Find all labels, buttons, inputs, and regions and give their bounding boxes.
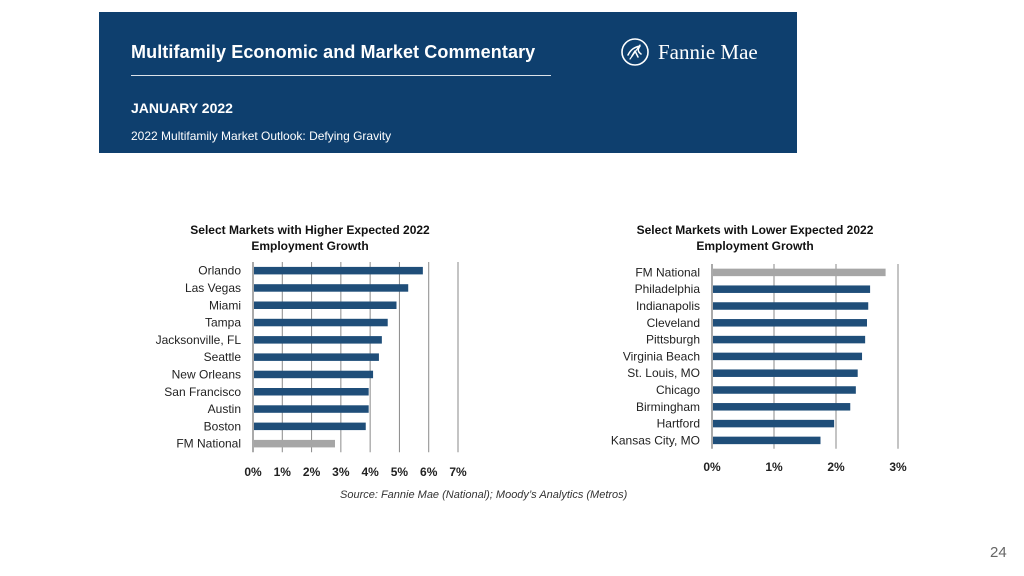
right-chart-title-line1: Select Markets with Lower Expected 2022 — [636, 223, 874, 237]
left-category-label: FM National — [176, 437, 241, 451]
left-bar — [254, 318, 388, 327]
left-bar — [254, 370, 374, 379]
right-category-label: Cleveland — [647, 316, 700, 330]
left-tick-label: 5% — [391, 465, 409, 479]
left-category-label: New Orleans — [172, 367, 241, 381]
right-bar — [713, 352, 863, 361]
left-chart-title: Select Markets with Higher Expected 2022… — [160, 222, 460, 254]
left-category-label: Austin — [208, 402, 241, 416]
left-bar — [254, 388, 369, 396]
right-chart-title-line2: Employment Growth — [696, 239, 814, 253]
left-category-label: Jacksonville, FL — [156, 333, 242, 347]
left-tick-label: 7% — [449, 465, 467, 479]
left-category-label: San Francisco — [164, 385, 241, 399]
right-bar — [713, 319, 867, 327]
fannie-mae-logo: Fannie Mae — [620, 36, 758, 68]
source-note: Source: Fannie Mae (National); Moody’s A… — [340, 489, 628, 501]
left-tick-label: 4% — [361, 465, 379, 479]
page-number: 24 — [990, 544, 1007, 561]
report-date: JANUARY 2022 — [131, 100, 233, 116]
right-chart-title: Select Markets with Lower Expected 2022 … — [605, 222, 905, 254]
logo-text: Fannie Mae — [658, 39, 758, 64]
report-header-banner: Multifamily Economic and Market Commenta… — [99, 12, 797, 153]
right-bar — [713, 302, 869, 310]
left-category-label: Miami — [209, 298, 241, 312]
right-category-label: Pittsburgh — [646, 333, 700, 347]
left-category-label: Las Vegas — [185, 281, 241, 295]
right-bar — [713, 403, 851, 411]
right-category-label: Philadelphia — [635, 282, 701, 296]
right-category-label: St. Louis, MO — [627, 366, 700, 380]
fannie-mae-emblem-icon — [621, 38, 649, 66]
right-tick-label: 1% — [765, 460, 783, 474]
right-category-label: Kansas City, MO — [611, 433, 700, 447]
right-category-label: Virginia Beach — [623, 349, 700, 363]
left-category-label: Orlando — [198, 264, 241, 278]
right-category-label: FM National — [635, 265, 700, 279]
left-bar — [254, 301, 397, 309]
right-category-label: Birmingham — [636, 400, 700, 414]
left-tick-label: 0% — [244, 465, 262, 479]
right-bar — [713, 436, 821, 445]
right-bar — [713, 386, 856, 394]
left-tick-label: 6% — [420, 465, 438, 479]
left-bar — [254, 336, 382, 344]
right-category-label: Indianapolis — [636, 299, 700, 313]
left-category-label: Seattle — [204, 350, 242, 364]
right-bar — [713, 335, 866, 344]
report-title: Multifamily Economic and Market Commenta… — [131, 42, 536, 62]
right-bar — [713, 268, 886, 277]
left-category-label: Boston — [204, 419, 241, 433]
right-tick-label: 0% — [703, 460, 721, 474]
left-bar — [254, 422, 366, 431]
right-bar — [713, 419, 835, 428]
left-bar — [254, 266, 423, 275]
report-subtitle: 2022 Multifamily Market Outlook: Defying… — [131, 129, 392, 143]
left-chart-title-line1: Select Markets with Higher Expected 2022 — [190, 223, 430, 237]
right-tick-label: 3% — [889, 460, 907, 474]
right-tick-label: 2% — [827, 460, 845, 474]
left-tick-label: 2% — [303, 465, 321, 479]
left-bar — [254, 353, 379, 361]
left-chart-title-line2: Employment Growth — [251, 239, 369, 253]
right-category-label: Chicago — [656, 383, 700, 397]
header-divider — [131, 75, 551, 76]
left-tick-label: 1% — [274, 465, 292, 479]
right-bar — [713, 285, 871, 293]
left-tick-label: 3% — [332, 465, 350, 479]
left-bar — [254, 284, 409, 292]
left-category-label: Tampa — [205, 316, 241, 330]
right-category-label: Hartford — [657, 417, 700, 431]
left-bar — [254, 405, 369, 413]
left-bar — [254, 439, 335, 448]
right-bar — [713, 369, 858, 377]
